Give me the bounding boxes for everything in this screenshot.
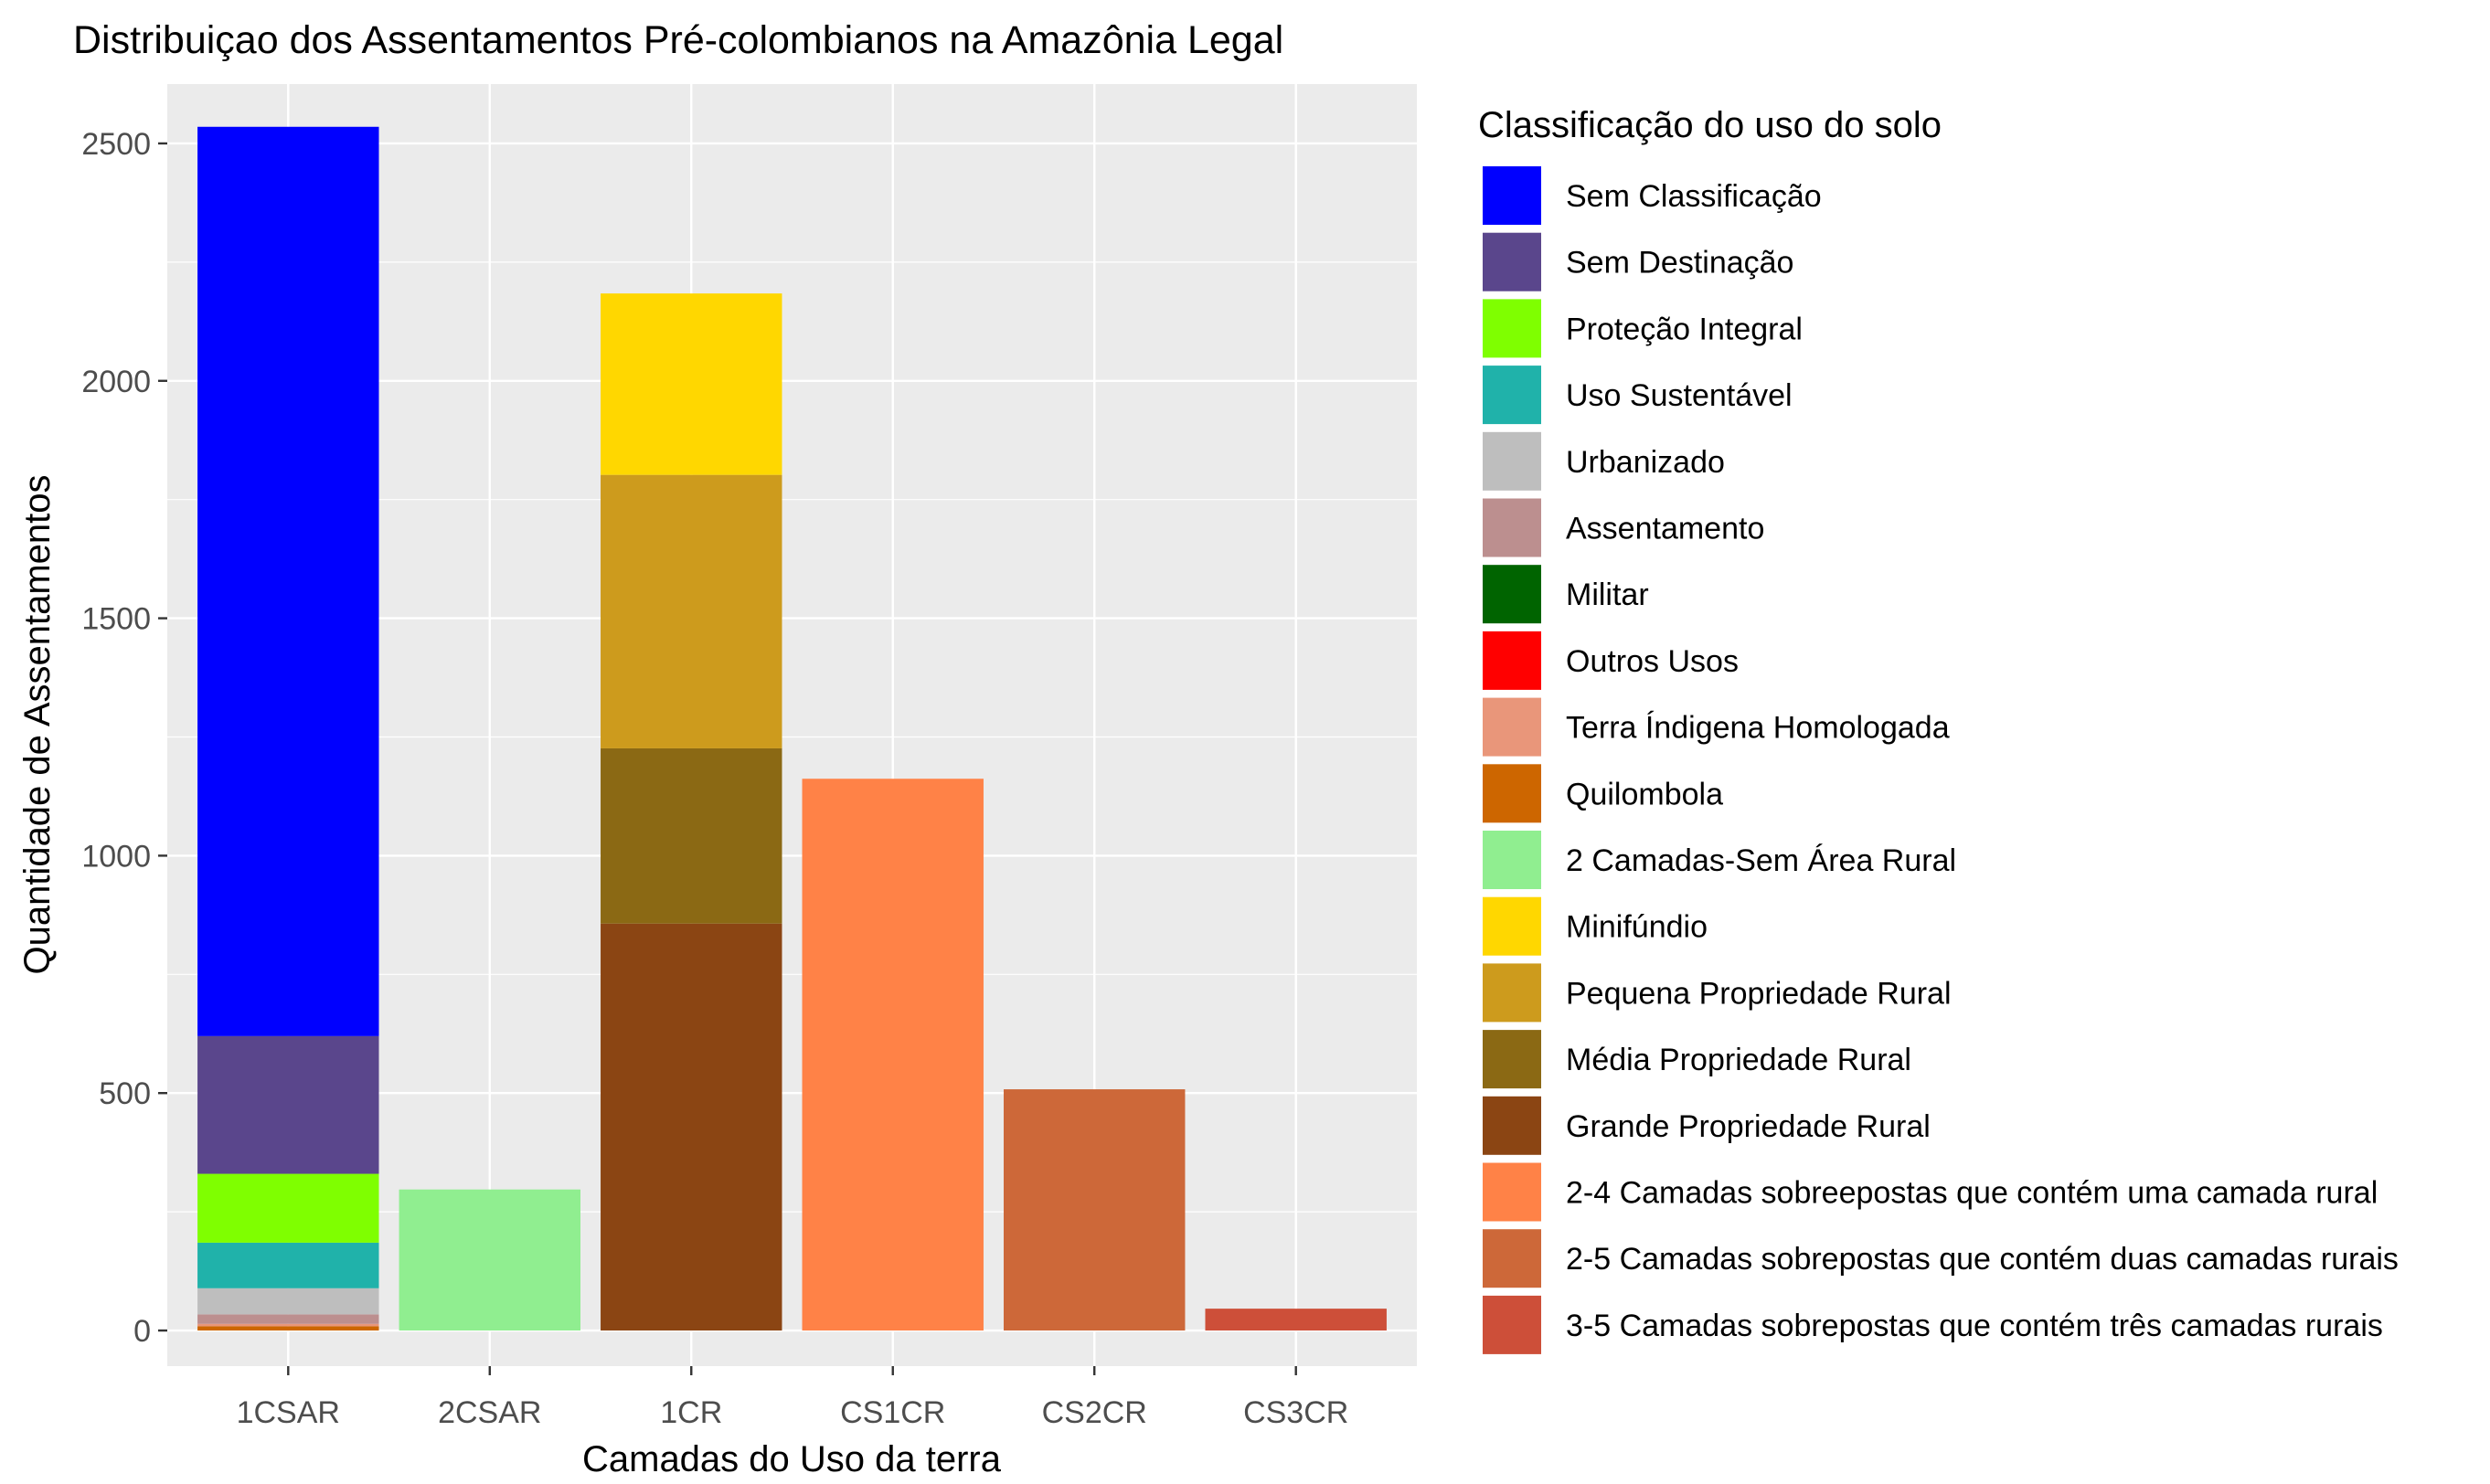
legend: Classificação do uso do solo Sem Classif… xyxy=(1478,105,2399,1354)
x-axis-label: Camadas do Uso da terra xyxy=(582,1439,1002,1479)
bar-segment xyxy=(802,779,984,1331)
legend-key xyxy=(1483,1295,1541,1354)
legend-key xyxy=(1483,1162,1541,1222)
legend-key xyxy=(1483,1229,1541,1288)
bar-segment xyxy=(197,126,379,1036)
x-tick-label: CS2CR xyxy=(1042,1395,1147,1430)
bar-segment xyxy=(197,1288,379,1315)
bar-segment xyxy=(399,1189,580,1331)
legend-key xyxy=(1483,565,1541,624)
legend-label: Sem Destinação xyxy=(1566,246,1793,281)
bar-segment xyxy=(197,1326,379,1331)
legend-label: Outros Usos xyxy=(1566,644,1739,679)
legend-key xyxy=(1483,1030,1541,1089)
legend-label: 2-5 Camadas sobrepostas que contém duas … xyxy=(1566,1242,2399,1277)
x-tick-label: CS3CR xyxy=(1243,1395,1348,1430)
y-axis-label: Quantidade de Assentamentos xyxy=(17,474,58,974)
bar-segment xyxy=(197,1323,379,1327)
legend-label: Militar xyxy=(1566,578,1649,612)
legend-key xyxy=(1483,963,1541,1023)
legend-label: Sem Classificação xyxy=(1566,179,1822,214)
legend-label: Urbanizado xyxy=(1566,445,1725,480)
bar-segment xyxy=(601,747,782,924)
bar-segment xyxy=(197,1314,379,1324)
legend-label: 2-4 Camadas sobreepostas que contém uma … xyxy=(1566,1176,2378,1211)
bar-segment xyxy=(1205,1309,1387,1331)
y-tick-label: 0 xyxy=(133,1314,151,1349)
chart-title: Distribuiçao dos Assentamentos Pré-colom… xyxy=(73,18,1283,62)
legend-key xyxy=(1483,831,1541,889)
bar-segment xyxy=(1004,1089,1186,1331)
legend-key xyxy=(1483,299,1541,358)
legend-key xyxy=(1483,498,1541,557)
legend-key xyxy=(1483,764,1541,823)
legend-label: Média Propriedade Rural xyxy=(1566,1043,1911,1077)
legend-key xyxy=(1483,631,1541,690)
legend-label: Uso Sustentável xyxy=(1566,378,1793,413)
y-axis: 0 500 1000 1500 2000 2500 xyxy=(81,127,167,1349)
legend-label: Assentamento xyxy=(1566,512,1764,546)
legend-label: Grande Propriedade Rural xyxy=(1566,1109,1931,1144)
x-tick-label: CS1CR xyxy=(840,1395,945,1430)
bar-segment xyxy=(197,1173,379,1243)
legend-label: 3-5 Camadas sobrepostas que contém três … xyxy=(1566,1309,2383,1343)
legend-label: Quilombola xyxy=(1566,777,1723,811)
legend-key xyxy=(1483,232,1541,292)
x-tick-label: 2CSAR xyxy=(438,1395,541,1430)
y-tick-label: 1000 xyxy=(81,839,151,874)
bar-segment xyxy=(601,293,782,475)
bar-segment xyxy=(601,923,782,1331)
bars xyxy=(197,126,1387,1331)
bar-segment xyxy=(601,474,782,748)
legend-label: Minifúndio xyxy=(1566,910,1708,945)
y-tick-label: 2000 xyxy=(81,365,151,399)
legend-label: Proteção Integral xyxy=(1566,312,1803,346)
legend-items: Sem Classificação Sem Destinação Proteção … xyxy=(1483,166,2399,1354)
bar-segment xyxy=(197,1035,379,1174)
legend-key xyxy=(1483,166,1541,225)
legend-key xyxy=(1483,431,1541,491)
legend-label: Pequena Propriedade Rural xyxy=(1566,976,1952,1011)
legend-label: 2 Camadas-Sem Área Rural xyxy=(1566,843,1956,878)
y-tick-label: 2500 xyxy=(81,127,151,162)
legend-key xyxy=(1483,896,1541,956)
x-axis: 1CSAR 2CSAR 1CR CS1CR CS2CR CS3CR xyxy=(237,1366,1348,1430)
legend-title: Classificação do uso do solo xyxy=(1478,105,1942,145)
x-tick-label: 1CSAR xyxy=(237,1395,340,1430)
bar-segment xyxy=(197,1242,379,1288)
legend-label: Terra Índigena Homologada xyxy=(1566,711,1950,746)
y-tick-label: 500 xyxy=(99,1076,151,1111)
legend-key xyxy=(1483,1096,1541,1155)
y-tick-label: 1500 xyxy=(81,602,151,637)
legend-key xyxy=(1483,366,1541,425)
legend-key xyxy=(1483,697,1541,757)
x-tick-label: 1CR xyxy=(660,1395,722,1430)
